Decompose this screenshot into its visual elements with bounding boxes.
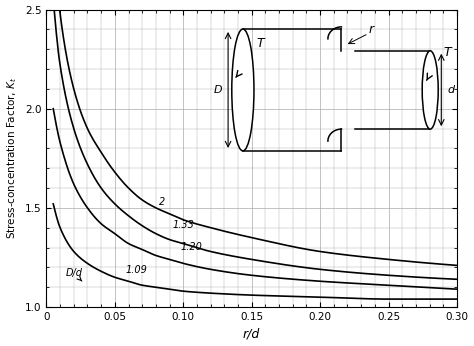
Text: d: d	[447, 85, 455, 95]
Text: D/d: D/d	[65, 268, 82, 281]
Text: 1.09: 1.09	[126, 265, 147, 275]
Ellipse shape	[232, 29, 254, 151]
Text: 1.20: 1.20	[181, 242, 202, 252]
Text: T: T	[256, 37, 264, 51]
Text: 1.33: 1.33	[172, 220, 194, 230]
Y-axis label: Stress-concentration Factor, $K_t$: Stress-concentration Factor, $K_t$	[6, 77, 19, 239]
Text: 2: 2	[159, 197, 165, 207]
Text: T: T	[444, 46, 451, 58]
X-axis label: r/d: r/d	[243, 327, 260, 340]
Text: D: D	[214, 85, 222, 95]
Text: r: r	[368, 22, 374, 36]
Ellipse shape	[422, 51, 438, 129]
